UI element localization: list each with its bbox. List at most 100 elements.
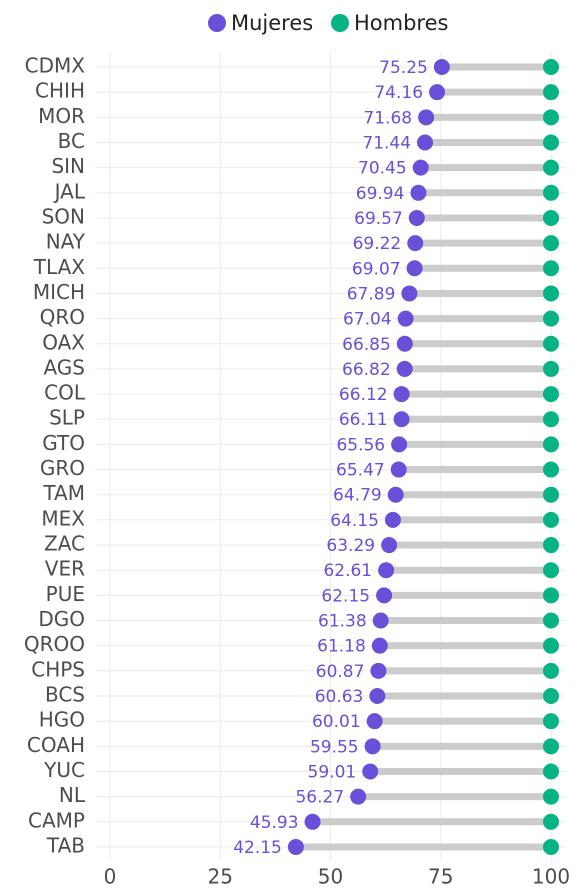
dot — [543, 184, 559, 201]
dot — [543, 436, 559, 453]
value-label: 67.04 — [343, 310, 392, 330]
y-tick-label: AGS — [43, 355, 85, 379]
y-tick-label: SON — [42, 204, 85, 228]
dot — [371, 637, 388, 654]
y-tick-label: QROO — [24, 632, 85, 656]
dot — [543, 486, 559, 503]
dot — [543, 612, 559, 629]
y-tick-label: COL — [44, 381, 86, 405]
dot — [397, 310, 414, 327]
value-label: 66.11 — [339, 410, 388, 430]
dot — [381, 537, 398, 554]
dot — [543, 662, 559, 679]
dot — [393, 386, 410, 403]
value-label: 66.85 — [342, 335, 391, 355]
y-tick-label: GRO — [40, 456, 85, 480]
value-label: 56.27 — [295, 788, 344, 808]
dot — [387, 486, 404, 503]
value-label: 67.89 — [347, 284, 396, 304]
legend-label: Mujeres — [231, 11, 313, 35]
y-tick-label: NAY — [46, 230, 86, 254]
value-label: 66.82 — [342, 360, 391, 380]
value-label: 63.29 — [326, 536, 375, 556]
dot — [543, 235, 559, 252]
dot — [543, 587, 559, 604]
y-tick-label: CAMP — [28, 808, 85, 832]
y-tick-label: PUE — [46, 582, 85, 606]
y-tick-label: TAB — [46, 833, 85, 857]
y-tick-label: MOR — [38, 104, 85, 128]
value-label: 75.25 — [379, 58, 428, 78]
dot — [396, 335, 413, 352]
value-label: 60.87 — [316, 662, 365, 682]
y-tick-label: COAH — [27, 733, 85, 757]
dot — [362, 763, 379, 780]
legend-marker — [331, 14, 349, 32]
value-label: 42.15 — [233, 838, 282, 858]
dot — [412, 159, 429, 176]
dot — [543, 763, 559, 780]
value-label: 61.18 — [317, 637, 366, 657]
dot — [543, 461, 559, 478]
y-tick-label: DGO — [38, 607, 85, 631]
dot — [543, 59, 559, 75]
dot — [376, 587, 393, 604]
value-label: 69.94 — [356, 184, 405, 204]
value-label: 59.55 — [310, 737, 359, 757]
value-label: 65.47 — [336, 461, 385, 481]
legend-marker — [208, 14, 226, 32]
y-tick-label: TAM — [42, 481, 85, 505]
value-label: 71.68 — [363, 108, 412, 128]
x-tick-label: 75 — [428, 865, 453, 889]
value-label: 71.44 — [362, 133, 411, 153]
dot — [543, 159, 559, 176]
dot — [396, 360, 413, 377]
y-tick-label: MEX — [41, 506, 85, 530]
dot — [418, 109, 435, 126]
dot — [543, 537, 559, 554]
x-tick-label: 100 — [532, 865, 570, 889]
x-tick-label: 50 — [318, 865, 343, 889]
dot — [543, 285, 559, 302]
y-tick-label: OAX — [42, 330, 85, 354]
dot — [543, 260, 559, 277]
value-label: 70.45 — [358, 159, 407, 179]
y-tick-label: QRO — [40, 305, 85, 329]
dot — [384, 511, 401, 528]
dot — [401, 285, 418, 302]
dot — [304, 813, 321, 830]
dot — [364, 738, 381, 755]
dot — [433, 59, 450, 75]
value-label: 62.61 — [323, 561, 372, 581]
value-label: 69.57 — [354, 209, 403, 229]
dot — [543, 813, 559, 830]
y-tick-label: TLAX — [33, 255, 86, 279]
y-tick-label: YUC — [43, 758, 85, 782]
dot — [366, 713, 383, 730]
dot — [543, 511, 559, 528]
value-label: 66.12 — [339, 385, 388, 405]
value-label: 62.15 — [321, 586, 370, 606]
dot — [543, 562, 559, 579]
y-tick-label: HGO — [39, 708, 85, 732]
y-tick-label: CHPS — [31, 657, 85, 681]
y-tick-label: NL — [59, 783, 86, 807]
dot — [390, 461, 407, 478]
value-label: 65.56 — [336, 435, 385, 455]
dot — [543, 411, 559, 428]
y-tick-label: CHIH — [35, 79, 85, 103]
value-label: 60.63 — [315, 687, 364, 707]
y-tick-label: MICH — [33, 280, 85, 304]
legend-label: Hombres — [354, 11, 448, 35]
dot — [393, 411, 410, 428]
dot — [406, 260, 423, 277]
dot — [543, 637, 559, 654]
value-label: 45.93 — [250, 813, 299, 833]
dot — [350, 788, 367, 805]
y-tick-label: JAL — [53, 179, 86, 203]
y-tick-label: CDMX — [25, 54, 86, 78]
dot — [372, 612, 389, 629]
value-label: 60.01 — [312, 712, 361, 732]
dot — [543, 838, 559, 855]
